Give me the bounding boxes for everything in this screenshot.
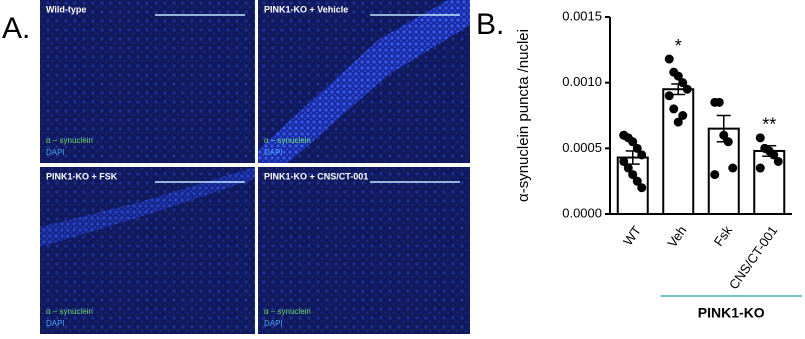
data-point — [664, 91, 674, 101]
data-point — [637, 150, 647, 160]
data-point — [669, 104, 679, 114]
legend-blue: DAPI — [264, 148, 283, 157]
legend-blue: DAPI — [264, 319, 283, 328]
image-title: PINK1-KO + CNS/CT-001 — [264, 171, 368, 181]
image-background — [258, 167, 470, 334]
data-point — [673, 71, 683, 81]
bar — [662, 88, 695, 215]
data-point — [682, 84, 692, 94]
y-tick-label: 0.0005 — [562, 140, 602, 155]
data-point — [710, 170, 720, 180]
data-point — [664, 54, 674, 64]
significance: * — [675, 36, 682, 56]
data-point — [773, 156, 783, 166]
legend-green: α – synuclein — [46, 136, 93, 145]
data-point — [619, 156, 629, 166]
data-point — [723, 137, 733, 147]
legend-green: α – synuclein — [264, 307, 311, 316]
data-point — [623, 163, 633, 173]
data-point — [619, 130, 629, 140]
significance: ** — [762, 115, 776, 135]
x-tick-label: CNS/CT-001 — [726, 223, 781, 292]
data-point — [714, 97, 724, 107]
legend-green: α – synuclein — [264, 136, 311, 145]
x-tick-label: WT — [620, 223, 644, 248]
y-axis-title: α-synuclein puncta /nuclei — [515, 29, 532, 202]
data-point — [673, 117, 683, 127]
legend-blue: DAPI — [46, 319, 65, 328]
micrograph: PINK1-KO + FSK α – synuclein DAPI — [40, 167, 255, 334]
data-point — [632, 176, 642, 186]
image-background — [40, 0, 255, 163]
x-tick-label: Fsk — [711, 223, 736, 249]
image-background — [40, 167, 255, 334]
data-point — [632, 143, 642, 153]
bar-chart: B. α-synuclein puncta /nuclei 0.0000 0.0005… — [476, 8, 802, 321]
legend-blue: DAPI — [46, 148, 65, 157]
micrograph: PINK1-KO + CNS/CT-001 α – synuclein DAPI — [258, 167, 470, 334]
cell-layer — [40, 167, 255, 247]
data-point — [769, 150, 779, 160]
data-point — [755, 163, 765, 173]
image-title: PINK1-KO + FSK — [46, 171, 118, 181]
y-tick-label: 0.0010 — [562, 74, 602, 89]
group-label: PINK1-KO — [698, 305, 765, 321]
data-point — [678, 111, 688, 120]
panel-label: B. — [476, 8, 504, 41]
data-point — [637, 183, 647, 193]
y-tick-label: 0.0015 — [562, 8, 602, 23]
micrograph: Wild-type α – synuclein DAPI — [40, 0, 255, 163]
y-tick-label: 0.0000 — [562, 205, 602, 220]
image-title: Wild-type — [46, 4, 86, 14]
data-point — [755, 133, 765, 143]
micrograph: PINK1-KO + Vehicle α – synuclein DAPI — [258, 0, 470, 163]
legend-green: α – synuclein — [46, 307, 93, 316]
panel-label: A. — [2, 12, 30, 45]
data-point — [628, 137, 638, 147]
x-tick-label: Veh — [664, 223, 689, 250]
cell-layer — [258, 0, 470, 163]
image-title: PINK1-KO + Vehicle — [264, 4, 348, 14]
data-point — [678, 78, 688, 88]
data-point — [628, 170, 638, 180]
data-point — [728, 163, 738, 173]
data-point — [719, 130, 729, 140]
